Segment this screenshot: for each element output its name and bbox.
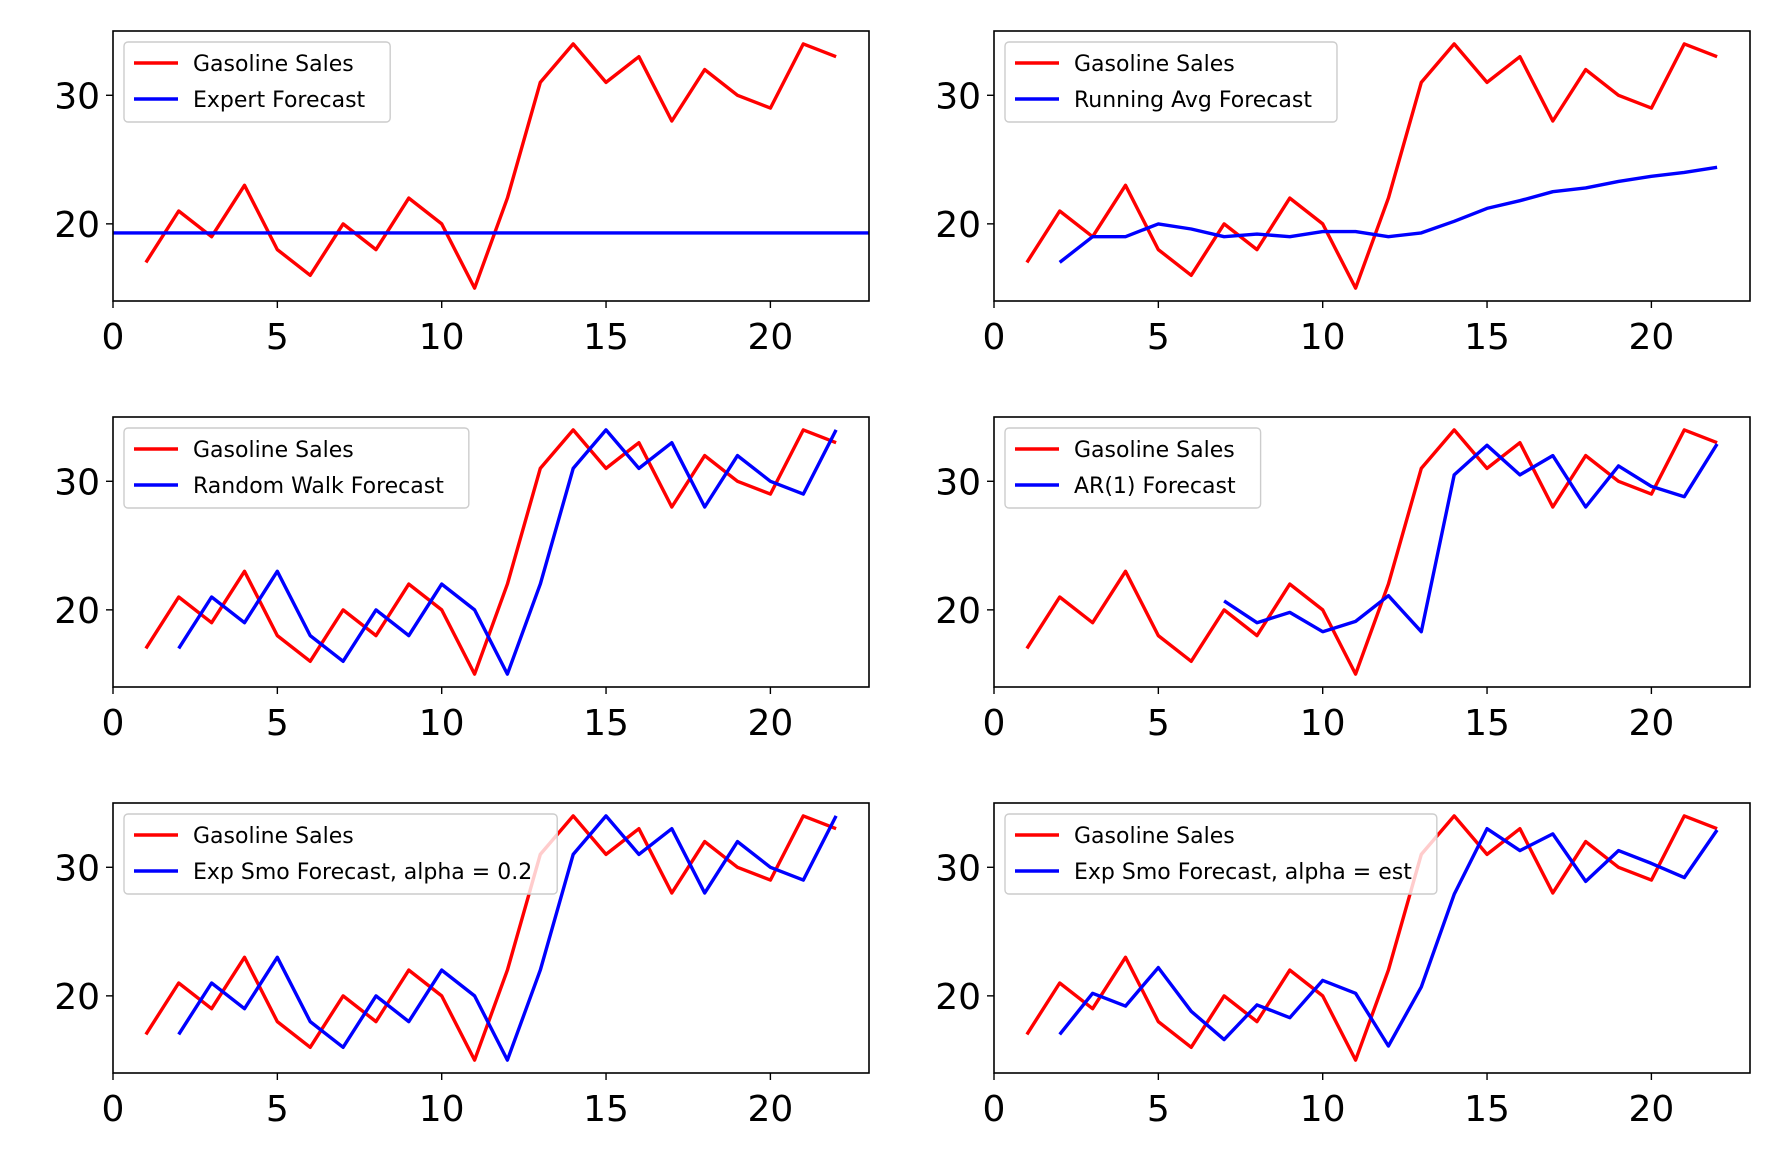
subplot-4: 0 5 10 15 20 20 30 Gasoline Sales AR(1) Forecast xyxy=(935,416,1751,744)
legend-frame xyxy=(123,427,470,509)
legend-label: Gasoline Sales xyxy=(193,52,354,77)
series-group xyxy=(113,42,869,290)
y-tick-label: 30 xyxy=(54,848,100,889)
x-tick-label: 5 xyxy=(266,703,289,744)
legend-frame xyxy=(1004,427,1262,509)
x-tick-label: 0 xyxy=(102,1089,125,1130)
x-tick-label: 0 xyxy=(102,317,125,358)
subplot-1: 0 5 10 15 20 20 30 Gasoline Sales Expert Forecas… xyxy=(54,30,870,358)
x-tick-label: 20 xyxy=(1628,1089,1674,1130)
x-tick-label: 15 xyxy=(583,703,629,744)
legend-label: Gasoline Sales xyxy=(1074,52,1235,77)
x-tick-label: 10 xyxy=(1300,1089,1346,1130)
series-line-forecast xyxy=(177,814,838,1062)
x-tick-label: 5 xyxy=(1147,317,1170,358)
series-group xyxy=(1025,428,1719,676)
plot-frame xyxy=(112,802,870,1074)
x-tick-label: 15 xyxy=(1464,703,1510,744)
x-tick-label: 20 xyxy=(1628,317,1674,358)
legend: Gasoline Sales AR(1) Forecast xyxy=(1004,427,1262,509)
x-tick-label: 10 xyxy=(419,317,465,358)
y-tick-label: 30 xyxy=(54,76,100,117)
subplot-2: 0 5 10 15 20 20 30 Gasoline Sales Running Avg Fo… xyxy=(935,30,1751,358)
plot-frame xyxy=(993,416,1751,688)
series-line-actual xyxy=(1025,42,1718,290)
legend: Gasoline Sales Random Walk Forecast xyxy=(123,427,470,509)
series-line-forecast xyxy=(1058,165,1718,264)
plot-frame xyxy=(112,416,870,688)
legend-label: Exp Smo Forecast, alpha = est xyxy=(1074,860,1412,885)
legend-label: Running Avg Forecast xyxy=(1074,88,1312,113)
x-tick-label: 5 xyxy=(266,1089,289,1130)
x-tick-label: 0 xyxy=(983,1089,1006,1130)
y-tick-label: 20 xyxy=(54,977,100,1018)
subplot-6: 0 5 10 15 20 20 30 Gasoline Sales Exp Smo Foreca… xyxy=(935,802,1751,1130)
x-tick-label: 0 xyxy=(983,317,1006,358)
y-tick-label: 20 xyxy=(54,205,100,246)
y-tick-label: 20 xyxy=(935,977,981,1018)
x-tick-label: 10 xyxy=(419,703,465,744)
series-line-forecast xyxy=(1058,827,1719,1048)
plot-frame xyxy=(993,802,1751,1074)
subplot-5: 0 5 10 15 20 20 30 Gasoline Sales Exp Smo Foreca… xyxy=(54,802,870,1130)
x-tick-label: 10 xyxy=(1300,317,1346,358)
legend: Gasoline Sales Exp Smo Forecast, alpha = … xyxy=(123,813,558,895)
legend: Gasoline Sales Expert Forecast xyxy=(123,41,391,123)
x-tick-label: 10 xyxy=(419,1089,465,1130)
x-tick-label: 10 xyxy=(1300,703,1346,744)
y-tick-label: 20 xyxy=(54,591,100,632)
x-tick-label: 20 xyxy=(747,1089,793,1130)
y-tick-label: 30 xyxy=(54,462,100,503)
y-tick-label: 20 xyxy=(935,205,981,246)
legend-frame xyxy=(1004,813,1438,895)
legend-frame xyxy=(123,813,558,895)
plot-frame xyxy=(112,30,870,302)
x-tick-label: 0 xyxy=(102,703,125,744)
x-tick-label: 5 xyxy=(1147,1089,1170,1130)
x-tick-label: 15 xyxy=(583,317,629,358)
series-line-actual xyxy=(1025,428,1718,676)
x-tick-label: 15 xyxy=(583,1089,629,1130)
legend-label: AR(1) Forecast xyxy=(1074,474,1236,499)
plot-frame xyxy=(993,30,1751,302)
x-tick-label: 5 xyxy=(266,317,289,358)
series-group xyxy=(1025,814,1719,1062)
legend-label: Gasoline Sales xyxy=(193,824,354,849)
x-tick-label: 20 xyxy=(747,317,793,358)
legend: Gasoline Sales Running Avg Forecast xyxy=(1004,41,1338,123)
series-line-forecast xyxy=(1223,443,1719,634)
x-tick-label: 15 xyxy=(1464,1089,1510,1130)
series-line-actual xyxy=(144,428,837,676)
y-tick-label: 30 xyxy=(935,848,981,889)
x-tick-label: 20 xyxy=(747,703,793,744)
legend-label: Expert Forecast xyxy=(193,88,366,113)
legend: Gasoline Sales Exp Smo Forecast, alpha = … xyxy=(1004,813,1438,895)
legend-label: Exp Smo Forecast, alpha = 0.2 xyxy=(193,860,532,885)
series-line-actual xyxy=(144,42,837,290)
legend-label: Gasoline Sales xyxy=(193,438,354,463)
legend-frame xyxy=(123,41,391,123)
legend-frame xyxy=(1004,41,1338,123)
legend-label: Random Walk Forecast xyxy=(193,474,444,499)
y-tick-label: 20 xyxy=(935,591,981,632)
y-tick-label: 30 xyxy=(935,462,981,503)
x-tick-label: 0 xyxy=(983,703,1006,744)
subplot-3: 0 5 10 15 20 20 30 Gasoline Sales Random Walk Fo… xyxy=(54,416,870,744)
series-group xyxy=(144,814,838,1062)
y-tick-label: 30 xyxy=(935,76,981,117)
x-tick-label: 15 xyxy=(1464,317,1510,358)
x-tick-label: 20 xyxy=(1628,703,1674,744)
legend-label: Gasoline Sales xyxy=(1074,824,1235,849)
series-line-forecast xyxy=(177,428,838,676)
series-group xyxy=(144,428,838,676)
x-tick-label: 5 xyxy=(1147,703,1170,744)
series-group xyxy=(1025,42,1718,290)
series-line-actual xyxy=(144,814,837,1062)
legend-label: Gasoline Sales xyxy=(1074,438,1235,463)
